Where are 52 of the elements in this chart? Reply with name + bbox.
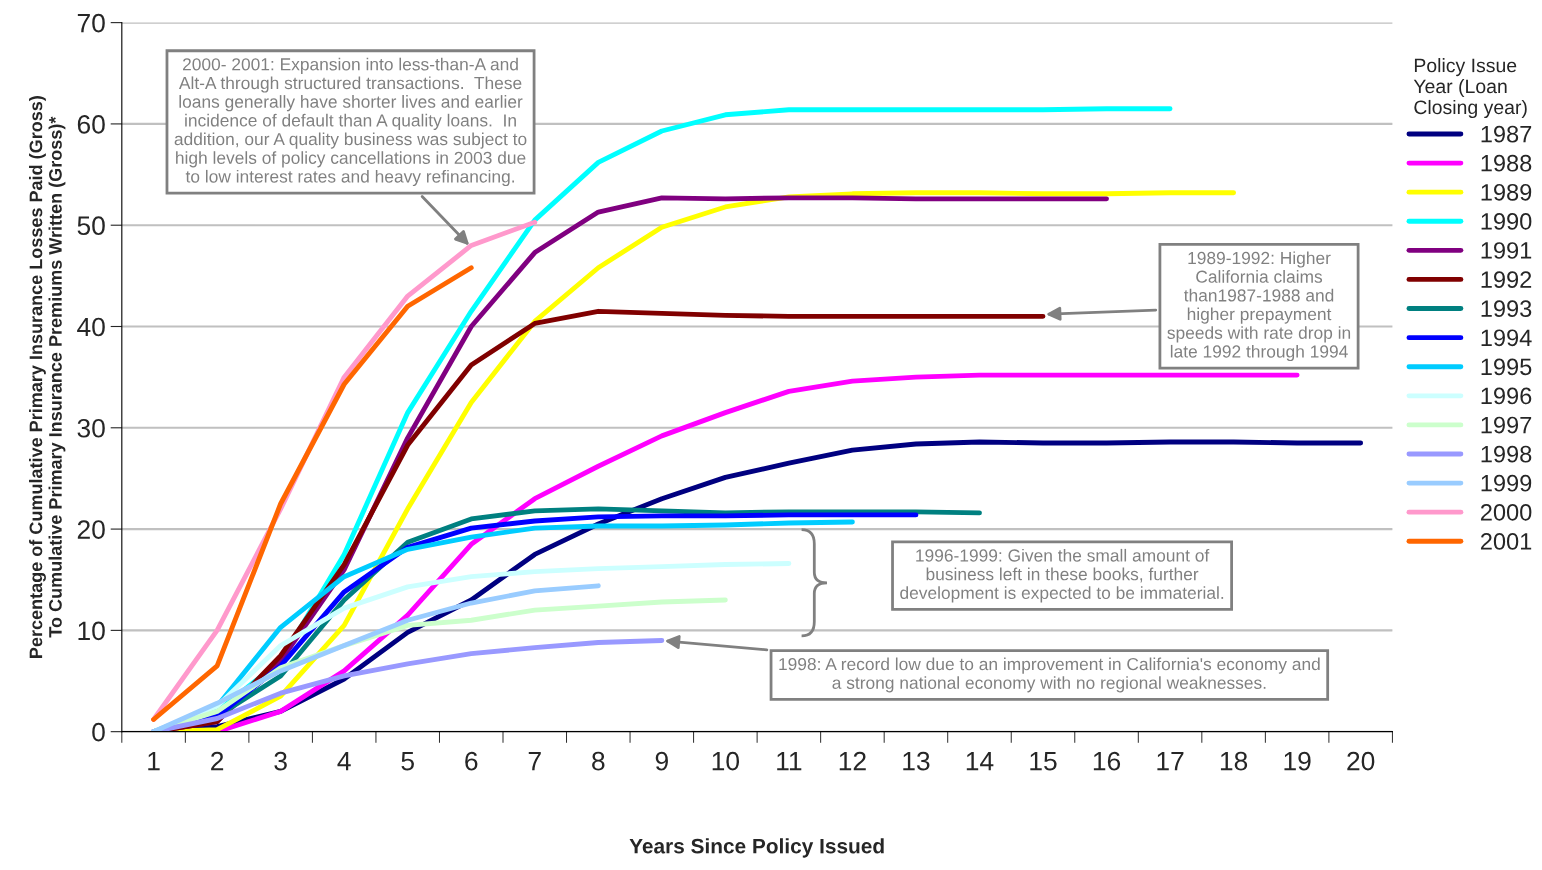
legend-label: 1992 [1481,271,1532,288]
x-tick-label: 12 [839,751,866,771]
legend-title: Policy Issue Year (Loan Closing year) [1413,58,1527,119]
x-tick-label: 5 [401,752,414,771]
annotation: 1996-1999: Given the small amount of business left in these books, further development is expected to be immaterial. [900,548,1224,603]
x-tick-label: 4 [337,752,351,771]
line-series [151,265,474,722]
legend-label: 1993 [1481,300,1532,318]
y-tick-label: 30 [77,418,105,438]
legend-label: 1991 [1481,242,1532,259]
y-tick-label: 60 [77,115,105,134]
legend-label: 1988 [1481,154,1532,172]
x-tick-label: 8 [592,751,605,771]
y-tick-label: 20 [77,520,105,539]
legend-label: 1995 [1481,358,1532,376]
x-tick-label: 19 [1284,751,1311,771]
y-tick-label: 10 [78,621,105,641]
x-tick-label: 18 [1220,751,1248,771]
x-tick-label: 2 [211,751,224,771]
legend-label: 1998 [1481,445,1532,463]
legend-label: 1999 [1481,474,1532,492]
legend-label: 1997 [1481,416,1532,434]
x-tick-label: 9 [655,751,668,771]
x-tick-label: 3 [274,751,287,771]
annotation: 1989-1992: Higher California claims than1987-1988 and higher prepayment speeds with rate drop in late 1992 through 1994 [1167,251,1351,362]
x-tick-label: 10 [712,751,739,771]
x-tick-label: 6 [465,751,478,771]
legend-label: 2000 [1480,503,1532,521]
x-tick-label: 16 [1093,751,1121,771]
y-tick-label: 70 [77,13,105,33]
x-tick-label: 15 [1030,752,1057,771]
legend-label: 1989 [1481,183,1532,201]
y-tick-label: 50 [77,216,105,236]
x-tick-label: 11 [777,752,802,771]
legend-label: 2001 [1480,533,1532,550]
y-tick-label: 0 [92,722,105,742]
legend-label: 1996 [1481,387,1532,405]
legend-label: 1990 [1481,213,1532,230]
y-axis-title: Percentage of Cumulative Primary Insurance Losses Paid (Gross) To Cumulative Primary Insurance Premiums Written (Gross)* [29,96,66,658]
annotation: 1998: A record low due to an improvement in California's economy and a strong national economy with no regional weaknesses. [779,657,1320,693]
x-axis-title: Years Since Policy Issued [629,838,884,858]
legend-label: 1987 [1481,125,1532,143]
x-tick-label: 17 [1157,752,1184,771]
y-tick-label: 40 [77,317,105,337]
x-tick-label: 20 [1347,751,1375,771]
x-tick-label: 7 [528,752,541,771]
x-tick-label: 1 [148,752,160,771]
x-tick-label: 13 [903,751,930,771]
line-series [151,583,601,732]
x-tick-label: 14 [966,752,994,771]
annotation: 2000- 2001: Expansion into less-than-A and Alt-A through structured transactions. These loans generally have shorter lives and earlier incidence of default than A quality loans. In addition, our A quality business was subject to high levels of policy cancellations in 2003 due to low interest rates and heavy refinancing. [174,57,527,187]
legend-label: 1994 [1481,329,1532,347]
